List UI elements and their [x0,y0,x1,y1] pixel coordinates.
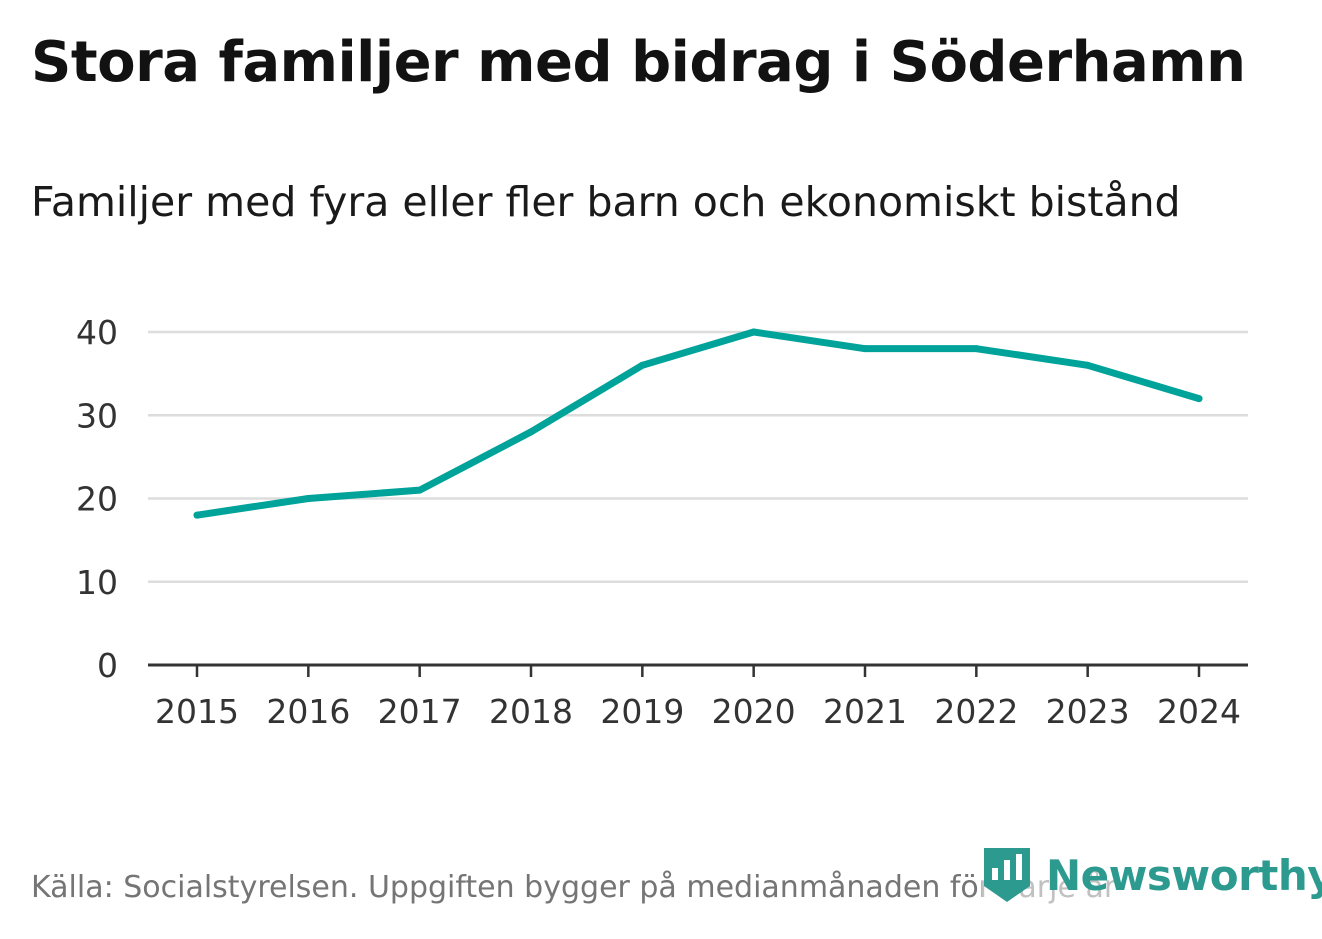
chart-subtitle: Familjer med fyra eller fler barn och ek… [31,178,1181,226]
series-line [193,328,1203,519]
y-tick-label: 40 [76,313,118,352]
x-tick-label: 2019 [600,692,684,731]
data-point [972,345,980,353]
brand-logo: Newsworthy [982,846,1322,904]
brand-name: Newsworthy [1046,850,1322,900]
x-tick-label: 2018 [489,692,573,731]
x-tick-label: 2024 [1157,692,1241,731]
y-axis-ticks: 0 10 20 30 40 [76,313,118,685]
gridlines [148,330,1248,583]
x-tick-label: 2023 [1046,692,1130,731]
source-note: Källa: Socialstyrelsen. Uppgiften bygger… [31,870,1117,905]
data-point [861,345,869,353]
y-tick-label: 10 [76,563,118,602]
x-tick-label: 2015 [155,692,239,731]
x-tick-label: 2017 [378,692,462,731]
chart-title: Stora familjer med bidrag i Söderhamn [31,30,1246,95]
newsworthy-logo-icon [984,848,1030,902]
x-tick-label: 2021 [823,692,907,731]
data-point [1195,395,1203,403]
data-point [527,428,535,436]
series-lines [193,328,1203,519]
data-point [750,328,758,336]
data-point [416,486,424,494]
x-tick-label: 2020 [712,692,796,731]
y-tick-label: 20 [76,480,118,519]
y-tick-label: 30 [76,396,118,435]
x-tick-label: 2016 [266,692,350,731]
data-point [1084,361,1092,369]
data-point [304,495,312,502]
x-tick-label: 2022 [934,692,1018,731]
x-axis-ticks: 2015 2016 2017 2018 2019 2020 2021 2022 2023 2024 [155,665,1241,731]
y-tick-label: 0 [97,646,118,685]
data-point [193,511,201,519]
data-point [638,361,646,369]
